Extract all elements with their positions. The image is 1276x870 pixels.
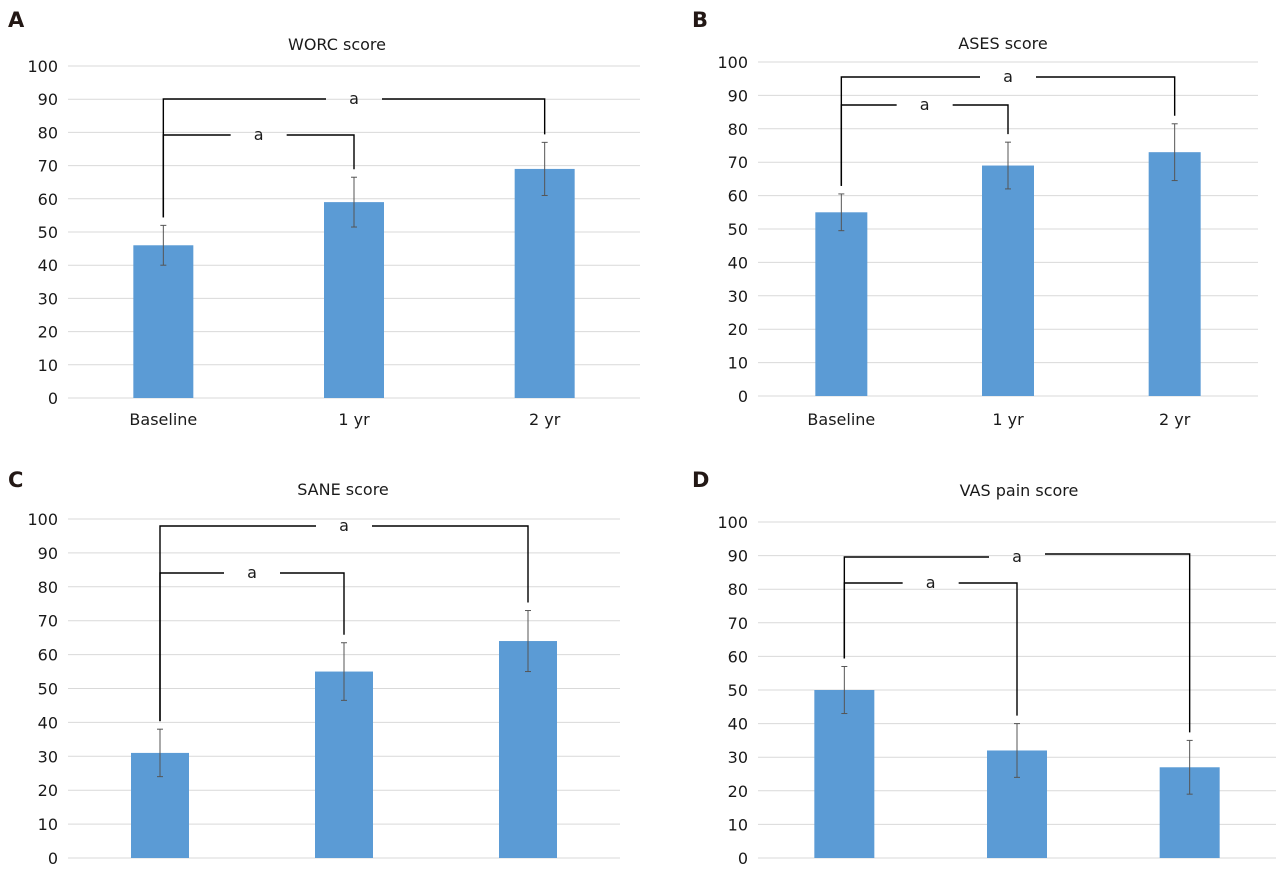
y-tick-label: 80 <box>728 120 748 139</box>
y-tick-label: 100 <box>717 513 748 532</box>
significance-bracket-left <box>159 525 316 722</box>
bar <box>499 641 557 858</box>
bar <box>1148 152 1201 396</box>
significance-bracket-right <box>372 525 529 603</box>
significance-bracket-left <box>162 98 326 218</box>
significance-bracket-left <box>840 76 980 186</box>
y-tick-label: 90 <box>728 86 748 105</box>
category-label: Baseline <box>129 410 197 429</box>
significance-label: a <box>1003 67 1013 86</box>
y-tick-label: 10 <box>728 815 748 834</box>
y-tick-label: 50 <box>38 223 58 242</box>
panel-letter: C <box>8 468 23 492</box>
significance-bracket-left <box>840 104 897 186</box>
panel-letter: B <box>692 8 708 32</box>
y-tick-label: 20 <box>728 320 748 339</box>
significance-label: a <box>254 125 264 144</box>
category-label: 2 yr <box>529 410 561 429</box>
y-tick-label: 40 <box>728 715 748 734</box>
y-tick-label: 40 <box>38 713 58 732</box>
y-tick-label: 90 <box>728 547 748 566</box>
significance-label: a <box>920 95 930 114</box>
y-tick-label: 40 <box>38 256 58 275</box>
y-tick-label: 50 <box>38 680 58 699</box>
significance-label: a <box>247 563 257 582</box>
chart-panel-a: A WORC score 0 10 20 30 40 50 60 70 80 90 100 Baselin… <box>8 8 640 429</box>
bar <box>133 245 194 398</box>
significance-label: a <box>1012 547 1022 566</box>
bar <box>814 690 875 858</box>
y-tick-label: 90 <box>38 90 58 109</box>
y-tick-label: 50 <box>728 681 748 700</box>
y-tick-label: 60 <box>38 646 58 665</box>
y-tick-label: 30 <box>728 748 748 767</box>
y-tick-label: 10 <box>38 815 58 834</box>
significance-bracket-right <box>958 582 1018 716</box>
y-tick-label: 70 <box>728 614 748 633</box>
y-tick-label: 100 <box>27 510 58 529</box>
y-tick-label: 30 <box>728 287 748 306</box>
panel-letter: A <box>8 8 25 32</box>
chart-title: WORC score <box>288 35 386 54</box>
y-tick-label: 90 <box>38 544 58 563</box>
y-tick-label: 80 <box>728 580 748 599</box>
y-tick-label: 80 <box>38 578 58 597</box>
chart-panel-d: D VAS pain score 0 10 20 30 40 50 60 70 80 90 100 a a <box>692 468 1276 868</box>
y-tick-label: 70 <box>38 612 58 631</box>
significance-bracket-left <box>162 134 231 218</box>
category-label: 2 yr <box>1159 410 1191 429</box>
significance-bracket-left <box>843 582 903 659</box>
chart-panel-b: B ASES score 0 10 20 30 40 50 60 70 80 90 100 Baselin… <box>692 8 1258 429</box>
y-tick-label: 10 <box>38 356 58 375</box>
significance-bracket-right <box>952 104 1009 135</box>
y-tick-label: 20 <box>38 781 58 800</box>
y-tick-label: 70 <box>728 153 748 172</box>
panel-letter: D <box>692 468 709 492</box>
bar <box>815 212 868 396</box>
y-tick-label: 0 <box>48 849 58 868</box>
y-tick-label: 100 <box>27 57 58 76</box>
y-tick-label: 80 <box>38 123 58 142</box>
bar <box>315 671 373 858</box>
category-label: 1 yr <box>992 410 1024 429</box>
y-tick-label: 0 <box>48 389 58 408</box>
y-tick-label: 30 <box>38 289 58 308</box>
significance-label: a <box>339 516 349 535</box>
significance-bracket-left <box>843 556 989 659</box>
significance-bracket-right <box>286 134 355 170</box>
chart-title: ASES score <box>958 34 1047 53</box>
y-tick-label: 0 <box>738 387 748 406</box>
chart-panel-c: C SANE score 0 10 20 30 40 50 60 70 80 90 100 a a <box>8 468 620 868</box>
y-tick-label: 20 <box>728 782 748 801</box>
y-tick-label: 60 <box>728 187 748 206</box>
y-tick-label: 0 <box>738 849 748 868</box>
significance-label: a <box>349 89 359 108</box>
y-tick-label: 20 <box>38 323 58 342</box>
bar <box>514 168 575 398</box>
significance-bracket-right <box>1036 76 1176 116</box>
significance-bracket-right <box>382 98 546 135</box>
y-tick-label: 50 <box>728 220 748 239</box>
y-tick-label: 10 <box>728 354 748 373</box>
significance-label: a <box>926 573 936 592</box>
y-tick-label: 30 <box>38 747 58 766</box>
y-tick-label: 60 <box>728 647 748 666</box>
y-tick-label: 70 <box>38 157 58 176</box>
chart-title: VAS pain score <box>960 481 1079 500</box>
significance-bracket-right <box>1045 553 1191 733</box>
bar <box>324 202 384 398</box>
y-tick-label: 40 <box>728 253 748 272</box>
y-tick-label: 100 <box>717 53 748 72</box>
category-label: 1 yr <box>338 410 370 429</box>
chart-title: SANE score <box>297 480 389 499</box>
y-tick-label: 60 <box>38 190 58 209</box>
bar <box>982 165 1034 396</box>
significance-bracket-left <box>159 572 224 722</box>
significance-bracket-right <box>280 572 345 635</box>
category-label: Baseline <box>807 410 875 429</box>
